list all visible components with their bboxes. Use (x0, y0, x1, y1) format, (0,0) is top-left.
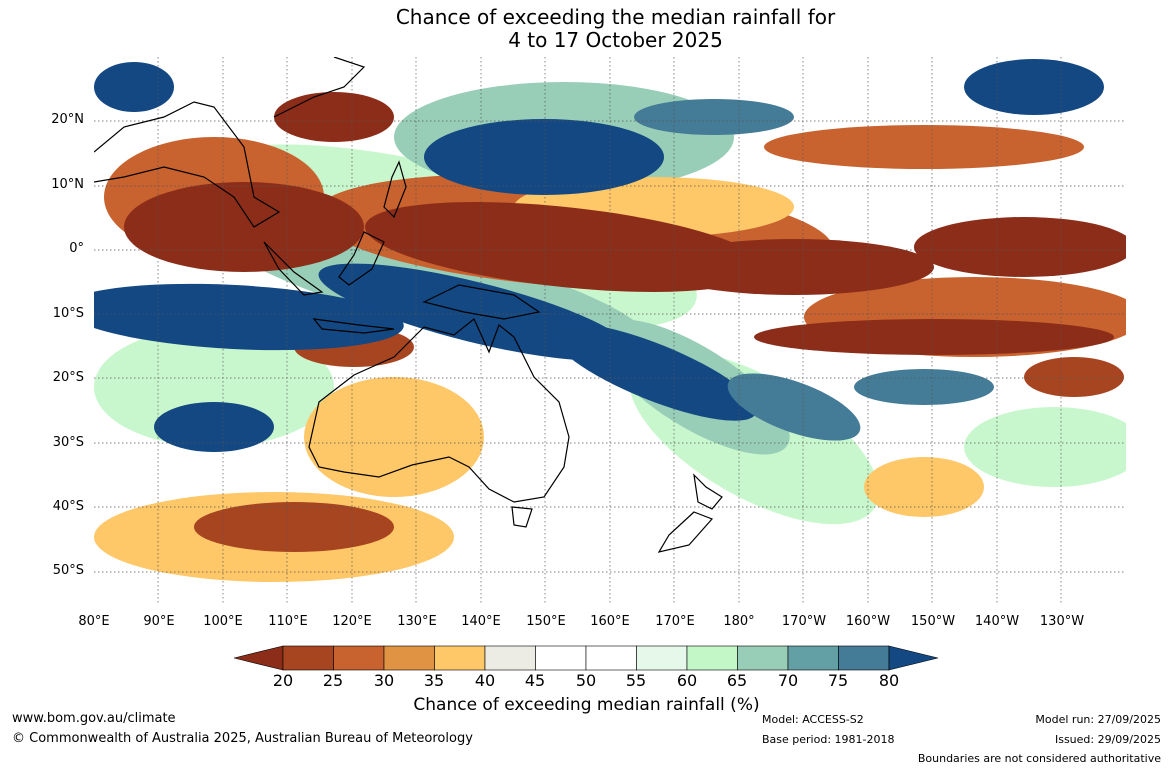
colorbar-swatch (383, 645, 435, 671)
issued-date: Issued: 29/09/2025 (1054, 733, 1161, 746)
lat-label: 30°S (52, 435, 84, 450)
boundaries-disclaimer: Boundaries are not considered authoritat… (917, 752, 1161, 765)
colorbar-title: Chance of exceeding median rainfall (%) (413, 695, 760, 715)
colorbar-tick: 55 (625, 671, 647, 690)
lon-label: 90°E (143, 614, 175, 629)
colorbar-swatch (333, 645, 385, 671)
colorbar-tick: 65 (726, 671, 748, 690)
map-title-line1: Chance of exceeding the median rainfall … (395, 5, 836, 29)
lon-label: 170°W (781, 614, 827, 629)
lat-label: 50°S (52, 563, 84, 578)
lon-label: 110°E (268, 614, 308, 629)
colorbar-tick: 45 (524, 671, 546, 690)
colorbar-tick: 30 (373, 671, 395, 690)
lon-label: 160°W (845, 614, 891, 629)
model-name: Model: ACCESS-S2 (762, 713, 864, 726)
colorbar-swatch (535, 645, 587, 671)
lon-label: 130°W (1039, 614, 1085, 629)
lon-label: 180° (723, 614, 755, 629)
lat-label: 10°N (51, 177, 84, 192)
colorbar-swatch (484, 645, 536, 671)
rainfall-map (94, 57, 1126, 604)
base-period: Base period: 1981-2018 (762, 733, 895, 746)
lon-label: 150°E (526, 614, 566, 629)
colorbar-tick: 25 (322, 671, 344, 690)
model-run-date: Model run: 27/09/2025 (1035, 713, 1161, 726)
map-title-line2: 4 to 17 October 2025 (508, 28, 723, 52)
copyright-text: © Commonwealth of Australia 2025, Austra… (12, 731, 473, 746)
lon-label: 120°E (332, 614, 372, 629)
lon-label: 80°E (78, 614, 110, 629)
lon-label: 130°E (397, 614, 437, 629)
colorbar-swatch (787, 645, 839, 671)
colorbar-swatch (282, 645, 334, 671)
lat-label: 10°S (52, 306, 84, 321)
lon-label: 160°E (590, 614, 630, 629)
lon-label: 140°E (461, 614, 501, 629)
colorbar-high-arrow (888, 645, 939, 671)
website-link[interactable]: www.bom.gov.au/climate (12, 711, 176, 726)
colorbar-tick: 50 (575, 671, 597, 690)
lon-label: 140°W (974, 614, 1020, 629)
colorbar-tick: 75 (827, 671, 849, 690)
lat-label: 0° (69, 241, 84, 256)
colorbar-swatch (686, 645, 738, 671)
colorbar-swatch (838, 645, 890, 671)
colorbar-swatch (434, 645, 486, 671)
colorbar-low-arrow (234, 645, 284, 671)
lon-label: 100°E (203, 614, 243, 629)
lat-label: 20°S (52, 370, 84, 385)
lon-label: 170°E (655, 614, 695, 629)
colorbar-tick: 60 (676, 671, 698, 690)
colorbar (234, 645, 939, 671)
colorbar-tick: 40 (474, 671, 496, 690)
colorbar-swatch (585, 645, 637, 671)
colorbar-tick: 35 (423, 671, 445, 690)
colorbar-tick: 20 (272, 671, 294, 690)
colorbar-tick: 80 (878, 671, 900, 690)
colorbar-swatch (737, 645, 789, 671)
lon-label: 150°W (910, 614, 956, 629)
colorbar-tick: 70 (777, 671, 799, 690)
lat-label: 20°N (51, 112, 84, 127)
lat-label: 40°S (52, 499, 84, 514)
colorbar-swatch (636, 645, 688, 671)
